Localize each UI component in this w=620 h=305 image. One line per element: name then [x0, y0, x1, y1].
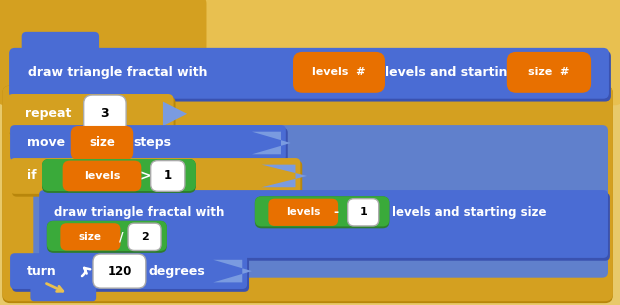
- FancyBboxPatch shape: [12, 128, 288, 164]
- Text: if: if: [27, 170, 36, 182]
- Text: /: /: [119, 230, 123, 243]
- FancyBboxPatch shape: [33, 125, 608, 278]
- Text: degrees: degrees: [148, 265, 205, 278]
- FancyBboxPatch shape: [128, 223, 161, 250]
- FancyBboxPatch shape: [22, 32, 99, 62]
- Text: >: >: [140, 169, 151, 183]
- Text: 120: 120: [107, 265, 131, 278]
- Text: levels: levels: [84, 171, 120, 181]
- FancyBboxPatch shape: [151, 161, 185, 191]
- Text: size  #: size #: [528, 67, 570, 77]
- Text: draw triangle fractal with: draw triangle fractal with: [53, 206, 224, 219]
- Text: 1: 1: [164, 170, 172, 182]
- Text: size: size: [89, 136, 115, 149]
- FancyBboxPatch shape: [39, 190, 608, 258]
- FancyBboxPatch shape: [9, 48, 609, 99]
- Text: turn: turn: [27, 265, 56, 278]
- FancyBboxPatch shape: [0, 0, 620, 105]
- Text: 1: 1: [360, 207, 367, 217]
- FancyBboxPatch shape: [42, 159, 196, 191]
- FancyBboxPatch shape: [7, 94, 174, 134]
- Text: steps: steps: [133, 136, 171, 149]
- Text: 3: 3: [100, 107, 109, 120]
- Polygon shape: [163, 102, 187, 126]
- FancyBboxPatch shape: [268, 199, 338, 226]
- Text: levels and starting size: levels and starting size: [392, 206, 547, 219]
- FancyBboxPatch shape: [348, 199, 379, 226]
- FancyBboxPatch shape: [9, 97, 175, 136]
- Text: draw triangle fractal with: draw triangle fractal with: [29, 66, 208, 79]
- FancyBboxPatch shape: [30, 279, 96, 301]
- FancyBboxPatch shape: [12, 161, 303, 197]
- FancyBboxPatch shape: [71, 126, 133, 160]
- FancyBboxPatch shape: [60, 223, 120, 250]
- FancyBboxPatch shape: [41, 193, 610, 261]
- FancyBboxPatch shape: [255, 196, 389, 226]
- Text: levels and starting size: levels and starting size: [386, 66, 549, 79]
- FancyBboxPatch shape: [255, 196, 389, 228]
- Text: move: move: [27, 136, 64, 149]
- FancyBboxPatch shape: [507, 52, 591, 93]
- FancyBboxPatch shape: [10, 158, 300, 194]
- FancyBboxPatch shape: [84, 95, 126, 133]
- Text: 2: 2: [141, 232, 148, 242]
- FancyBboxPatch shape: [63, 161, 141, 191]
- Text: -: -: [334, 206, 339, 219]
- FancyBboxPatch shape: [10, 125, 286, 161]
- FancyBboxPatch shape: [47, 221, 167, 253]
- Polygon shape: [252, 132, 291, 154]
- FancyBboxPatch shape: [12, 256, 249, 292]
- FancyBboxPatch shape: [10, 253, 247, 289]
- FancyBboxPatch shape: [2, 85, 613, 303]
- Text: repeat: repeat: [25, 107, 71, 120]
- FancyBboxPatch shape: [2, 85, 613, 301]
- Polygon shape: [213, 260, 252, 282]
- FancyBboxPatch shape: [0, 0, 206, 105]
- FancyBboxPatch shape: [42, 159, 196, 193]
- FancyBboxPatch shape: [11, 51, 611, 102]
- FancyBboxPatch shape: [293, 52, 385, 93]
- Polygon shape: [262, 165, 307, 187]
- FancyBboxPatch shape: [93, 254, 146, 288]
- Text: size: size: [79, 232, 102, 242]
- Text: levels: levels: [286, 207, 321, 217]
- FancyBboxPatch shape: [47, 221, 167, 251]
- Text: levels  #: levels #: [312, 67, 366, 77]
